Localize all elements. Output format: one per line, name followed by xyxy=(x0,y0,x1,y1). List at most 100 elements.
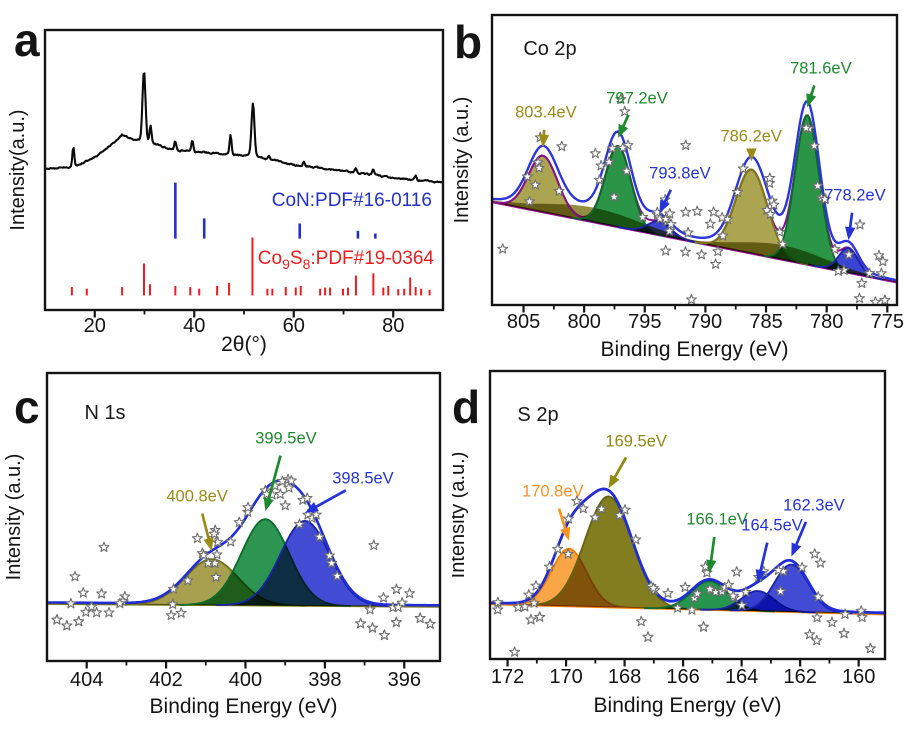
scatter-star xyxy=(553,185,565,196)
scatter-star xyxy=(682,226,694,238)
scatter-star xyxy=(819,193,831,204)
scatter-star xyxy=(577,502,589,514)
scatter-star xyxy=(73,615,85,627)
scatter-star xyxy=(589,147,601,159)
scatter-star xyxy=(233,516,245,528)
scatter-star xyxy=(774,226,786,237)
scatter-star xyxy=(863,267,875,279)
scatter-star xyxy=(608,191,620,202)
scatter-star xyxy=(712,245,724,257)
scatter-star xyxy=(796,561,808,573)
x-axis-label: 2θ(°) xyxy=(221,333,267,356)
scatter-star xyxy=(764,177,776,188)
scatter-star xyxy=(525,613,537,625)
scatter-star xyxy=(647,582,659,593)
scatter-star xyxy=(635,615,647,627)
scatter-star xyxy=(716,211,728,223)
scatter-star xyxy=(704,218,716,229)
reference-label-co9s8: Co9S8:PDF#19-0364 xyxy=(258,248,435,272)
panel-b-co2p-xps-chart: 805 800 795 790 785 780 775 Binding Energy (eV)… xyxy=(452,13,904,361)
xps-peak-outline xyxy=(216,519,394,608)
peak-annotation-arrow-line xyxy=(611,456,628,482)
scatter-star xyxy=(562,548,574,559)
xps-peak-fill xyxy=(179,519,352,607)
scatter-star xyxy=(606,142,618,154)
scatter-star xyxy=(167,598,179,610)
plot-frame xyxy=(490,13,899,307)
peak-annotation-label: 169.5eV xyxy=(605,432,666,450)
peak-annotation-label: 803.4eV xyxy=(515,103,576,121)
scatter-star xyxy=(167,583,179,594)
panel-title: N 1s xyxy=(84,402,125,424)
x-tick-label: 164 xyxy=(725,666,758,688)
x-axis-label: Binding Energy (eV) xyxy=(594,694,782,717)
scatter-star xyxy=(622,139,634,151)
scatter-star xyxy=(811,634,823,646)
panel-title: Co 2p xyxy=(523,38,576,60)
scatter-star xyxy=(571,495,583,506)
xps-peak-fill xyxy=(572,145,664,237)
peak-annotation-arrow-head xyxy=(538,134,550,148)
panel-a-xrd-chart: CoN:PDF#16-0116 Co9S8:PDF#19-0364 20 40 60 80… xyxy=(7,14,445,356)
scatter-star xyxy=(855,605,867,616)
plot-area-group xyxy=(493,93,896,304)
scatter-star xyxy=(390,583,402,595)
scatter-star xyxy=(524,195,536,207)
scatter-star xyxy=(492,603,504,615)
scatter-star xyxy=(324,549,336,561)
scatter-star xyxy=(424,618,436,629)
scatter-star xyxy=(314,531,326,542)
reference-label-part: S xyxy=(290,248,303,269)
xps-peak-fill xyxy=(216,520,394,607)
scatter-star xyxy=(829,243,841,255)
scatter-star xyxy=(680,139,692,151)
peak-annotation-arrow-head xyxy=(806,93,817,108)
peak-annotation-label: 400.8eV xyxy=(166,487,227,505)
scatter-star xyxy=(680,206,692,217)
x-tick-label: 398 xyxy=(308,669,341,691)
x-tick-label: 790 xyxy=(689,311,722,333)
scatter-star xyxy=(737,162,749,174)
peak-annotation-arrow-line xyxy=(793,521,808,549)
scatter-star xyxy=(731,186,743,197)
scatter-star xyxy=(717,230,729,241)
scatter-star xyxy=(96,587,108,599)
scatter-star xyxy=(364,603,376,615)
scatter-star xyxy=(814,557,826,568)
scatter-star xyxy=(530,580,542,591)
scatter-star xyxy=(534,611,546,622)
scatter-star xyxy=(242,501,254,513)
scatter-star xyxy=(528,597,540,608)
scatter-star xyxy=(593,174,605,185)
panel-c-n1s-xps-chart: 404 402 400 398 396 Binding Energy (eV) Intens… xyxy=(3,371,442,718)
scatter-star xyxy=(679,246,691,257)
peak-annotation-label: 166.1eV xyxy=(686,511,747,529)
peak-annotation-label: 797.2eV xyxy=(606,89,667,107)
scatter-star xyxy=(69,570,81,582)
x-tick-label: 400 xyxy=(229,669,262,691)
scatter-star xyxy=(637,211,649,222)
scatter-star xyxy=(103,606,115,618)
scatter-star xyxy=(242,506,254,517)
scatter-star xyxy=(812,591,824,602)
scatter-star xyxy=(114,597,126,609)
y-axis-label: Intensity (a.u.) xyxy=(3,454,25,581)
peak-annotation-arrow-head xyxy=(263,497,274,512)
scatter-star xyxy=(619,504,631,515)
scatter-star xyxy=(603,156,615,167)
x-tick-label: 780 xyxy=(810,311,843,333)
scatter-star xyxy=(679,581,691,593)
peak-annotation-arrow-line xyxy=(709,536,716,565)
x-tick-label: 404 xyxy=(70,669,103,691)
xps-peak-outline xyxy=(730,563,853,615)
x-tick-label: 40 xyxy=(183,315,205,337)
scatter-star xyxy=(853,292,865,304)
scatter-star xyxy=(873,249,885,261)
scatter-star xyxy=(662,587,674,599)
scatter-star xyxy=(731,566,743,577)
peak-annotation-arrow-line xyxy=(200,513,211,543)
scatter-star xyxy=(864,642,876,654)
x-tick-label: 785 xyxy=(749,311,782,333)
plot-area-group xyxy=(46,72,442,296)
scatter-star xyxy=(768,199,780,210)
